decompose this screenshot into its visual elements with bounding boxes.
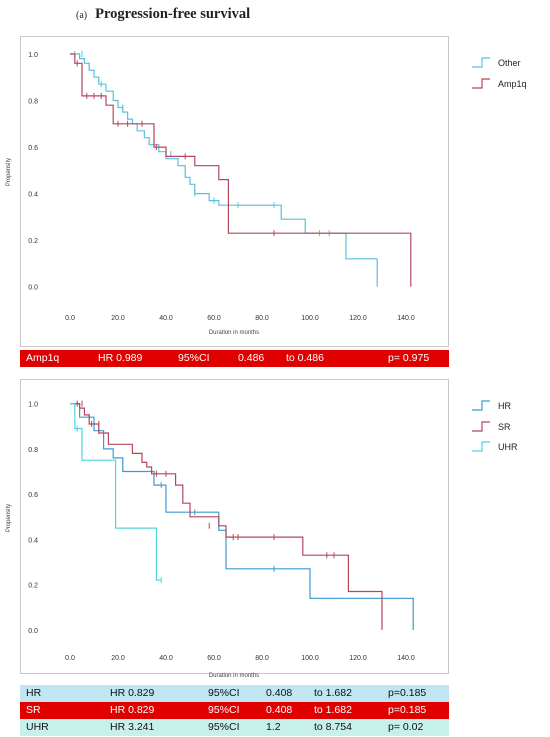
y-tick-label: 0.2 — [28, 583, 38, 590]
stats-table-risk: HR HR 0.829 95%CI 0.408 to 1.682 p=0.185… — [20, 685, 449, 736]
y-tick-label: 0.4 — [28, 192, 38, 199]
x-tick-label: 0.0 — [65, 315, 75, 322]
legend-swatch-hr — [472, 400, 490, 411]
stats-group: SR — [26, 704, 41, 716]
stats-p: p= 0.975 — [388, 352, 430, 364]
x-tick-label: 20.0 — [111, 655, 125, 662]
stats-ci-high: to 0.486 — [286, 352, 324, 364]
legend-label-uhr: UHR — [498, 442, 518, 452]
x-tick-label: 80.0 — [255, 315, 269, 322]
x-tick-label: 20.0 — [111, 315, 125, 322]
stats-group: HR — [26, 687, 42, 699]
x-tick-label: 100.0 — [301, 315, 319, 322]
figure-label: (a) — [76, 10, 88, 21]
x-tick-label: 60.0 — [207, 315, 221, 322]
legend-label-amp1q: Amp1q — [498, 79, 527, 89]
stats-hr: HR 0.989 — [98, 352, 143, 364]
legend-label-other: Other — [498, 58, 521, 68]
stats-hr: HR 0.829 — [110, 704, 155, 716]
legend-label-hr: HR — [498, 401, 511, 411]
stats-ci-label: 95%CI — [208, 704, 240, 716]
stats-ci-low: 0.486 — [238, 352, 265, 364]
y-axis-label: Propensity — [6, 504, 12, 532]
y-tick-label: 0.8 — [28, 99, 38, 106]
series-line-sr — [70, 403, 383, 630]
chart-panel-bottom — [20, 379, 449, 674]
series-line-hr — [70, 403, 414, 630]
legend-swatch-other — [472, 57, 490, 68]
stats-p: p=0.185 — [388, 704, 427, 716]
stats-hr: HR 0.829 — [110, 687, 155, 699]
legend-swatch-sr — [472, 421, 490, 432]
figure-title-text: Progression-free survival — [95, 6, 251, 22]
stats-group: UHR — [26, 721, 49, 733]
x-axis-label: Duration in months — [209, 330, 259, 336]
legend-swatch-amp1q — [472, 78, 490, 89]
stats-hr: HR 3.241 — [110, 721, 155, 733]
stats-row-hr: HR HR 0.829 95%CI 0.408 to 1.682 p=0.185 — [20, 685, 449, 702]
figure-title: (a) Progression-free survival — [76, 6, 250, 23]
stats-ci-high: to 1.682 — [314, 704, 352, 716]
x-tick-label: 60.0 — [207, 655, 221, 662]
y-tick-label: 0.0 — [28, 285, 38, 292]
legend-swatch-uhr — [472, 441, 490, 452]
y-tick-label: 0.8 — [28, 447, 38, 454]
stats-ci-low: 0.408 — [266, 704, 293, 716]
y-axis-label: Propensity — [6, 158, 12, 186]
legend-label-sr: SR — [498, 422, 511, 432]
y-tick-label: 0.6 — [28, 492, 38, 499]
stats-ci-low: 1.2 — [266, 721, 281, 733]
y-tick-label: 1.0 — [28, 52, 38, 59]
y-tick-label: 0.6 — [28, 145, 38, 152]
stats-ci-label: 95%CI — [208, 721, 240, 733]
x-tick-label: 100.0 — [301, 655, 319, 662]
stats-p: p=0.185 — [388, 687, 427, 699]
y-tick-label: 0.0 — [28, 628, 38, 635]
stats-ci-high: to 8.754 — [314, 721, 352, 733]
y-tick-label: 0.2 — [28, 238, 38, 245]
series-line-uhr — [70, 403, 162, 581]
stats-ci-label: 95%CI — [178, 352, 210, 364]
x-tick-label: 140.0 — [397, 655, 415, 662]
stats-p: p= 0.02 — [388, 721, 424, 733]
series-line-other — [70, 53, 378, 287]
y-tick-label: 0.4 — [28, 537, 38, 544]
x-tick-label: 0.0 — [65, 655, 75, 662]
y-tick-label: 1.0 — [28, 402, 38, 409]
x-tick-label: 40.0 — [159, 655, 173, 662]
x-tick-label: 80.0 — [255, 655, 269, 662]
x-tick-label: 120.0 — [349, 315, 367, 322]
stats-ci-high: to 1.682 — [314, 687, 352, 699]
x-tick-label: 40.0 — [159, 315, 173, 322]
x-tick-label: 140.0 — [397, 315, 415, 322]
stats-row-amp1q: Amp1q HR 0.989 95%CI 0.486 to 0.486 p= 0… — [20, 350, 449, 367]
stats-row-uhr: UHR HR 3.241 95%CI 1.2 to 8.754 p= 0.02 — [20, 719, 449, 736]
stats-ci-low: 0.408 — [266, 687, 293, 699]
x-tick-label: 120.0 — [349, 655, 367, 662]
x-axis-label: Duration in months — [209, 673, 259, 679]
chart-panel-top — [20, 36, 449, 347]
stats-group: Amp1q — [26, 352, 60, 364]
series-line-amp1q — [70, 53, 412, 287]
stats-ci-label: 95%CI — [208, 687, 240, 699]
stats-row-sr: SR HR 0.829 95%CI 0.408 to 1.682 p=0.185 — [20, 702, 449, 719]
